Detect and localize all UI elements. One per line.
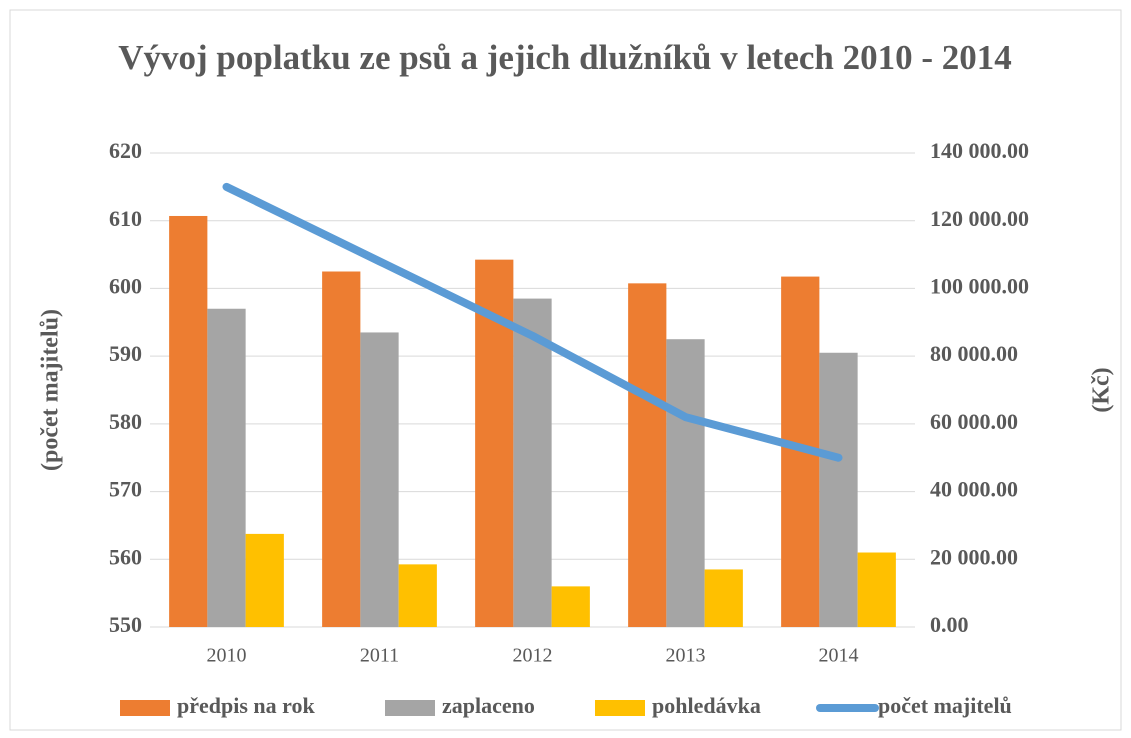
legend-swatch <box>595 700 645 716</box>
bar <box>207 308 246 627</box>
line-series <box>222 182 843 462</box>
legend-label: počet majitelů <box>878 693 1012 718</box>
legend-label: předpis na rok <box>177 693 316 718</box>
legend-label: zaplaceno <box>442 693 535 718</box>
bar <box>666 339 705 627</box>
bar <box>398 564 437 627</box>
y2-axis-label: (Kč) <box>1089 367 1115 412</box>
y2-tick-label: 20 000.00 <box>930 544 1018 569</box>
bar <box>513 298 552 627</box>
bar <box>245 533 284 627</box>
y2-tick-label: 40 000.00 <box>930 477 1018 502</box>
y-tick-label: 620 <box>109 138 142 163</box>
y-tick-label: 570 <box>109 477 142 502</box>
y-tick-label: 560 <box>109 544 142 569</box>
x-tick-label: 2010 <box>207 645 247 667</box>
bar <box>704 569 743 627</box>
bar <box>169 215 208 627</box>
bar <box>360 332 399 627</box>
x-tick-label: 2012 <box>513 645 553 667</box>
y2-tick-label: 80 000.00 <box>930 341 1018 366</box>
legend-label: pohledávka <box>652 693 761 718</box>
y-axis-label: (počet majitelů) <box>38 309 64 471</box>
legend-swatch <box>385 700 435 716</box>
y2-tick-label: 140 000.00 <box>930 138 1029 163</box>
bar <box>551 586 590 627</box>
x-tick-label: 2011 <box>360 645 399 667</box>
y-tick-label: 590 <box>109 341 142 366</box>
bar <box>628 283 667 627</box>
y2-tick-label: 0.00 <box>930 612 969 637</box>
y-tick-label: 550 <box>109 612 142 637</box>
bar <box>819 352 858 627</box>
y-tick-label: 600 <box>109 273 142 298</box>
y-tick-label: 610 <box>109 206 142 231</box>
x-tick-label: 2013 <box>666 645 706 667</box>
legend-swatch <box>120 700 170 716</box>
y2-tick-label: 100 000.00 <box>930 273 1029 298</box>
chart-title: Vývoj poplatku ze psů a jejich dlužníků … <box>118 38 1012 77</box>
x-tick-label: 2014 <box>819 645 859 667</box>
y-tick-label: 580 <box>109 409 142 434</box>
y2-tick-label: 120 000.00 <box>930 206 1029 231</box>
y2-tick-label: 60 000.00 <box>930 409 1018 434</box>
bar <box>857 552 896 627</box>
bar <box>322 271 361 627</box>
